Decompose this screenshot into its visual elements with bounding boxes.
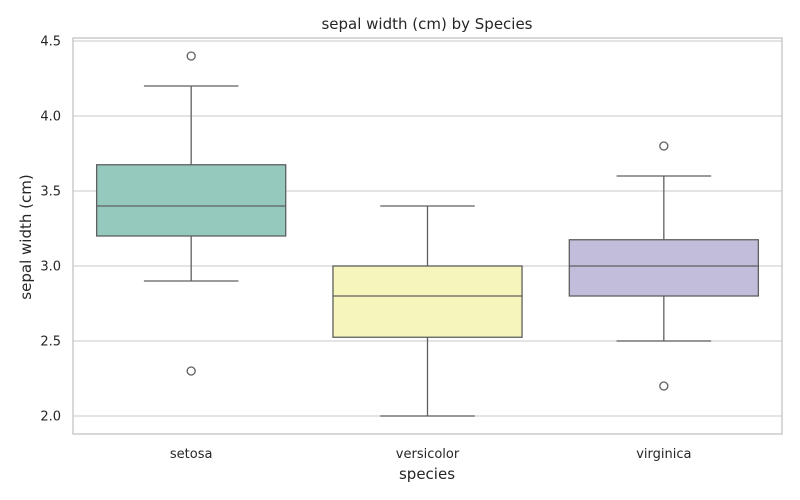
box-setosa [95,51,287,376]
iqr-box [95,164,287,237]
outlier-point [659,381,669,391]
box-versicolor [332,205,523,417]
y-axis-label: sepal width (cm) [17,174,35,299]
outlier-point [186,366,196,376]
x-tick-label: versicolor [396,447,460,462]
chart-title: sepal width (cm) by Species [321,15,532,33]
plot-frame [72,37,783,435]
x-tick-label: virginica [636,447,691,462]
y-tick-labels: 2.0 2.5 3.0 3.5 4.0 4.5 [40,35,61,425]
boxes-layer [95,51,760,417]
y-tick-label: 4.0 [40,110,61,125]
box-virginica [568,141,760,391]
outlier-point [186,51,196,61]
iqr-box [332,265,523,338]
y-tick-label: 3.0 [40,260,61,275]
y-tick-label: 2.5 [40,335,61,350]
outlier-point [659,141,669,151]
y-tick-label: 2.0 [40,410,61,425]
y-tick-label: 4.5 [40,35,61,50]
y-tick-label: 3.5 [40,185,61,200]
x-tick-labels: setosa versicolor virginica [170,447,692,462]
iqr-box [568,239,760,297]
x-axis-label: species [399,465,455,483]
x-tick-label: setosa [170,447,213,462]
